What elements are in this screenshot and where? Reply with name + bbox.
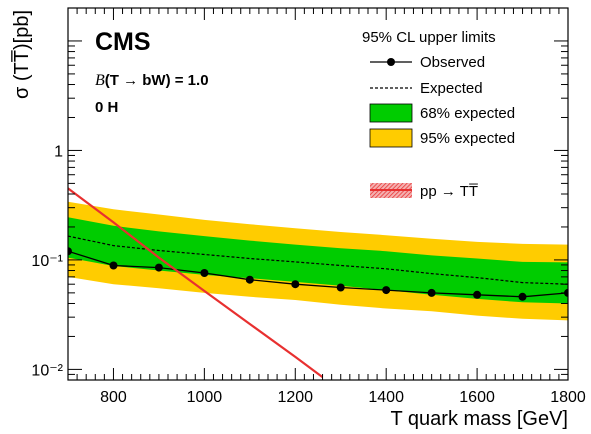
y-tick-label: 10⁻² <box>31 362 63 379</box>
branching-ratio-label: B(T → bW) = 1.0 <box>95 72 209 89</box>
legend-68-label: 68% expected <box>420 105 515 122</box>
legend-95-label: 95% expected <box>420 130 515 147</box>
legend-title: 95% CL upper limits <box>362 29 496 46</box>
expected-limit-line <box>68 235 568 285</box>
observed-point <box>245 275 254 284</box>
experiment-label: CMS <box>95 28 151 56</box>
x-tick-label: 1400 <box>368 389 404 406</box>
legend-expected-label: Expected <box>420 80 483 97</box>
observed-markers <box>68 247 568 301</box>
observed-point <box>68 247 72 256</box>
x-tick-label: 1800 <box>550 389 586 406</box>
observed-limit-line <box>68 250 568 298</box>
limit-lines <box>68 187 568 378</box>
legend-observed-label: Observed <box>420 54 485 71</box>
observed-point <box>427 288 436 297</box>
y-tick-label: 10⁻¹ <box>31 253 63 270</box>
observed-point <box>473 290 482 299</box>
x-axis-title: T quark mass [GeV] <box>391 408 568 430</box>
theory-xsec-line <box>68 187 324 378</box>
x-tick-label: 1200 <box>277 389 313 406</box>
plot-frame <box>67 7 569 381</box>
legend-68-swatch <box>369 103 413 123</box>
observed-point <box>109 261 118 270</box>
x-tick-label: 800 <box>100 389 127 406</box>
observed-point <box>154 263 163 272</box>
x-tick-label: 1000 <box>187 389 223 406</box>
legend-theory-label: pp → TT̅ <box>420 183 478 200</box>
region-label: 0 H <box>95 99 118 116</box>
y-tick-label: 1 <box>54 143 63 160</box>
y-axis-title: σ (TT̅)[pb] <box>10 10 33 99</box>
x-tick-label: 1600 <box>459 389 495 406</box>
legend: 95% CL upper limits Observed Expected 68… <box>362 29 515 200</box>
expected-bands <box>68 201 568 321</box>
observed-point <box>518 292 527 301</box>
observed-point <box>382 286 391 295</box>
observed-point <box>336 283 345 292</box>
legend-observed-marker <box>387 58 395 66</box>
observed-point <box>200 269 209 277</box>
legend-95-swatch <box>369 128 413 148</box>
axis-ticks: 800 1000 1200 1400 1600 1800 10⁻² 10⁻¹ 1 <box>31 7 586 406</box>
observed-point <box>291 280 300 289</box>
band-68-expected <box>68 217 568 304</box>
